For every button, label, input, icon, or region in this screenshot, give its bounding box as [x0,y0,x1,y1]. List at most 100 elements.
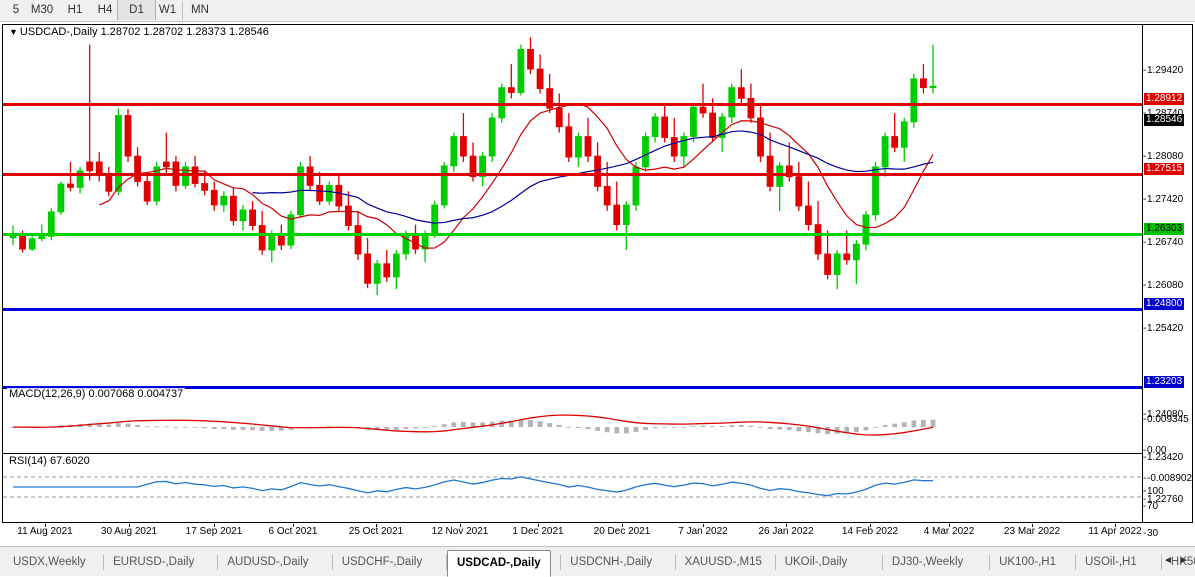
chart-area[interactable]: ▼ USDCAD-,Daily 1.28702 1.28702 1.28373 1… [2,24,1193,539]
candlestick-plot [9,37,937,296]
macd-plot [10,414,936,436]
timeframe-button-h4[interactable]: H4 [97,4,113,16]
date-tick [214,524,215,527]
date-axis-label: 11 Aug 2021 [17,526,73,537]
resistance-1.28912[interactable] [3,103,1142,106]
toolbar-separator [182,1,183,20]
timeframe-button-m30[interactable]: M30 [30,4,54,16]
date-tick [703,524,704,527]
price-axis-tick: -1.28080 [1143,151,1184,162]
date-axis-label: 1 Dec 2021 [512,526,564,537]
rsi-plot [3,476,1142,498]
timeframe-button-d1[interactable]: D1 [117,0,156,20]
chart-tab-usdcnhdaily[interactable]: USDCNH-,Daily [570,556,653,568]
timeframe-button-mn[interactable]: MN [191,4,209,16]
price-label-1.28912[interactable]: 1.28912 [1144,93,1185,105]
date-axis: 11 Aug 2021 30 Aug 2021 17 Sep 2021 6 Oct 2… [2,524,1193,542]
price-axis-tick: -1.26740 [1143,237,1184,248]
price-axis-tick: -1.26080 [1143,280,1184,291]
date-axis-label: 30 Aug 2021 [100,526,158,537]
date-tick [129,524,130,527]
tab-scroll-right-button[interactable]: ► [1179,555,1189,566]
date-tick [949,524,950,527]
tab-separator [560,555,562,570]
tab-separator [1160,555,1162,570]
rsi-axis-tick: -70 [1143,501,1159,512]
date-axis-label: 6 Oct 2021 [268,526,318,537]
tab-separator [446,555,447,570]
macd-axis-tick: -0.00 [1143,445,1167,456]
price-label-1.28546[interactable]: 1.28546 [1144,114,1185,126]
date-tick [45,524,46,527]
tab-separator [331,555,333,570]
resistance-1.27515[interactable] [3,173,1142,176]
price-pane-title: ▼ USDCAD-,Daily 1.28702 1.28702 1.28373 1… [7,26,271,38]
price-axis-tick: -1.25420 [1143,323,1184,334]
date-tick [1115,524,1116,527]
tab-separator [989,555,991,570]
chart-tabs-bar[interactable]: USDX,Weekly EURUSD-,Daily AUDUSD-,Daily USD… [0,546,1195,577]
date-tick [622,524,623,527]
date-axis-label: 11 Apr 2022 [1088,526,1142,537]
support-1.23203[interactable] [3,386,1142,389]
timeframe-toolbar: 5 M30 H1 H4 D1 W1 MN [0,0,1195,22]
price-label-1.26303[interactable]: 1.26303 [1144,223,1185,235]
date-axis-label: 4 Mar 2022 [923,526,975,537]
support-1.24800[interactable] [3,308,1142,311]
tab-separator [881,555,883,570]
chart-tab-usdchfdaily[interactable]: USDCHF-,Daily [341,556,423,568]
date-axis-label: 12 Nov 2021 [431,526,489,537]
chart-tab-uk100h1[interactable]: UK100-,H1 [999,556,1056,568]
chart-tab-xauusdm15[interactable]: XAUUSD-,M15 [684,556,762,568]
symbol-ohlc-label: USDCAD-,Daily 1.28702 1.28702 1.28373 1.… [19,26,269,38]
pivot-1.26303[interactable] [3,233,1142,236]
date-axis-label: 23 Mar 2022 [1003,526,1061,537]
timeframe-button-h1[interactable]: H1 [67,4,83,16]
tab-separator [217,555,219,570]
date-axis-label: 26 Jan 2022 [758,526,814,537]
date-tick [460,524,461,527]
timeframe-button-w1[interactable]: W1 [158,4,177,16]
date-tick [293,524,294,527]
tab-separator [103,555,105,570]
price-axis-tick: -1.22760 [1143,494,1184,505]
price-axis-tick: -1.23420 [1143,452,1184,463]
date-tick [538,524,539,527]
date-axis-label: 20 Dec 2021 [593,526,651,537]
price-pane[interactable]: ▼ USDCAD-,Daily 1.28702 1.28702 1.28373 1… [3,25,1142,389]
chart-tab-usdxweekly[interactable]: USDX,Weekly [13,556,86,568]
date-axis-label: 7 Jan 2022 [678,526,728,537]
rsi-axis-tick: -30 [1143,528,1159,539]
price-label-1.27515[interactable]: 1.27515 [1144,163,1185,175]
price-axis-tick: -1.27420 [1143,194,1184,205]
price-scale[interactable]: -1.29420 -1.28740 -1.28080 -1.27420 -1.26740… [1142,25,1193,539]
chart-tab-hk50[interactable]: HK50-, [1170,556,1195,568]
price-label-1.23203[interactable]: 1.23203 [1144,376,1185,388]
collapse-arrow-icon[interactable]: ▼ [9,27,18,37]
macd-axis-tick: -0.009345 [1143,414,1189,425]
chart-tab-usoilh1[interactable]: USOil-,H1 [1085,556,1137,568]
tab-scroll-left-button[interactable]: ◄ [1163,555,1173,566]
tab-separator [774,555,776,570]
date-axis-label: 17 Sep 2021 [185,526,243,537]
date-tick [786,524,787,527]
price-axis-tick: -1.28740 [1143,108,1193,119]
price-axis-tick: -1.29420 [1143,65,1184,76]
chart-tab-eurusddaily[interactable]: EURUSD-,Daily [113,556,195,568]
rsi-axis-tick: -100 [1143,486,1164,497]
price-label-1.24800[interactable]: 1.24800 [1144,298,1185,310]
chart-tab-audusddaily[interactable]: AUDUSD-,Daily [227,556,309,568]
date-axis-label: 25 Oct 2021 [348,526,404,537]
chart-tab-dj30weekly[interactable]: DJ30-,Weekly [891,556,964,568]
date-tick [1032,524,1033,527]
chart-tab-usdcaddaily[interactable]: USDCAD-,Daily [447,550,551,577]
date-tick [870,524,871,527]
timeframe-button-5[interactable]: 5 [12,4,20,16]
macd-axis-tick: --0.008902 [1143,473,1193,484]
macd-pane-title: MACD(12,26,9) 0.007068 0.004737 [7,388,186,400]
chart-tab-ukoildaily[interactable]: UKOil-,Daily [784,556,848,568]
rsi-pane-title: RSI(14) 67.6020 [7,455,92,467]
rsi-pane[interactable]: RSI(14) 67.6020 [3,454,1142,522]
macd-pane[interactable]: MACD(12,26,9) 0.007068 0.004737 [3,387,1142,454]
date-axis-label: 14 Feb 2022 [841,526,899,537]
